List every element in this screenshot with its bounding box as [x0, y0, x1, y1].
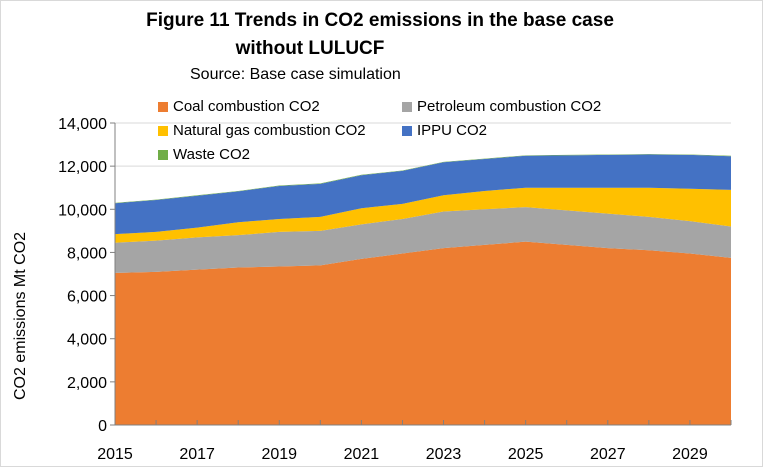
- legend-label-petroleum: Petroleum combustion CO2: [417, 98, 602, 115]
- legend-swatch-waste: [158, 149, 168, 160]
- x-tick-label: 2019: [261, 446, 297, 463]
- area-petroleum-combustion-co2: [115, 207, 731, 273]
- axes: [110, 122, 732, 426]
- area-series: [115, 154, 731, 425]
- y-tick-label: 14,000: [58, 116, 107, 133]
- x-tick-label: 2025: [508, 446, 544, 463]
- y-tick-label: 0: [98, 418, 107, 435]
- x-tick-label: 2023: [426, 446, 462, 463]
- chart-title-line-2: without LULUCF: [235, 38, 385, 59]
- legend-swatch-ippu: [402, 125, 412, 136]
- chart-subtitle: Source: Base case simulation: [190, 66, 401, 83]
- area-natural-gas-combustion-co2: [115, 187, 731, 243]
- legend-swatch-natural-gas: [158, 125, 168, 136]
- legend-label-waste: Waste CO2: [173, 146, 250, 163]
- legend-item-coal: Coal combustion CO2: [158, 98, 320, 115]
- legend-label-coal: Coal combustion CO2: [173, 98, 320, 115]
- x-tick-labels: 2015 2017 2019 2021 2023 2025 2027 2029: [97, 446, 708, 463]
- y-tick-label: 8,000: [67, 245, 107, 262]
- legend-item-ippu: IPPU CO2: [402, 122, 487, 139]
- x-tick-label: 2021: [344, 446, 380, 463]
- y-tick-label: 6,000: [67, 289, 107, 306]
- x-tick-label: 2029: [672, 446, 708, 463]
- area-ippu-co2: [115, 154, 731, 235]
- y-tick-label: 2,000: [67, 375, 107, 392]
- x-tick-label: 2015: [97, 446, 133, 463]
- y-tick-label: 10,000: [58, 202, 107, 219]
- legend-item-waste: Waste CO2: [158, 146, 250, 163]
- legend-label-natural-gas: Natural gas combustion CO2: [173, 122, 366, 139]
- legend-swatch-petroleum: [402, 101, 412, 112]
- legend-item-petroleum: Petroleum combustion CO2: [402, 98, 601, 115]
- y-tick-labels: 0 2,000 4,000 6,000 8,000 10,000 12,000 14,000: [58, 116, 107, 435]
- legend-item-natural-gas: Natural gas combustion CO2: [158, 122, 366, 139]
- y-tick-label: 4,000: [67, 332, 107, 349]
- area-coal-combustion-co2: [115, 241, 731, 425]
- y-tick-label: 12,000: [58, 159, 107, 176]
- legend-label-ippu: IPPU CO2: [417, 122, 488, 139]
- x-tick-label: 2017: [179, 446, 215, 463]
- legend-swatch-coal: [158, 101, 168, 112]
- x-tick-label: 2027: [590, 446, 626, 463]
- chart-title-line-1: Figure 11 Trends in CO2 emissions in the…: [146, 10, 614, 31]
